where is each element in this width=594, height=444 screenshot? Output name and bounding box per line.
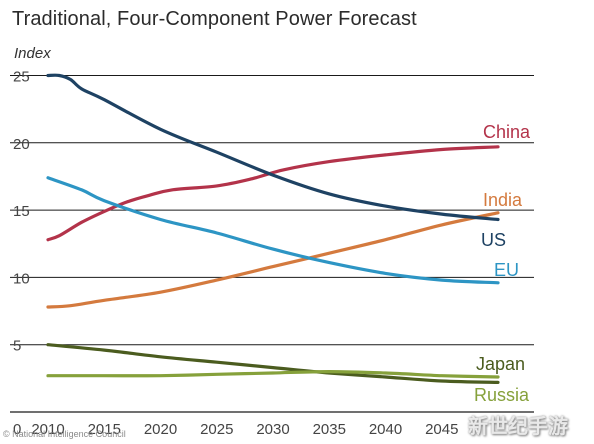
series-line-india (46, 211, 500, 309)
y-tick-label-15: 15 (13, 203, 30, 220)
x-tick-label-2020: 2020 (144, 421, 177, 438)
x-tick-label-2035: 2035 (313, 421, 346, 438)
series-line-us (46, 73, 500, 222)
series-label-us: US (481, 230, 506, 250)
series-label-japan: Japan (476, 354, 525, 374)
chart-title: Traditional, Four-Component Power Foreca… (12, 8, 417, 30)
x-tick-label-2045: 2045 (425, 421, 458, 438)
series-label-china: China (483, 122, 531, 142)
watermark: 新世纪手游 (468, 416, 568, 438)
y-tick-label-20: 20 (13, 136, 30, 153)
gridlines (10, 75, 534, 413)
x-tick-label-2025: 2025 (200, 421, 233, 438)
y-tick-label-25: 25 (13, 69, 30, 86)
series-lines (46, 73, 500, 384)
y-tick-label-10: 10 (13, 270, 30, 287)
x-tick-label-2030: 2030 (256, 421, 289, 438)
y-tick-label-5: 5 (13, 338, 21, 355)
x-tick-label-2010: 2010 (31, 421, 64, 438)
series-label-eu: EU (494, 260, 519, 280)
y-axis-label: Index (14, 45, 51, 62)
y-tick-label-0: 0 (13, 421, 21, 438)
x-tick-label-2040: 2040 (369, 421, 402, 438)
series-line-russia (46, 370, 500, 379)
series-line-japan (46, 343, 500, 384)
source-credit: © National Intelligence Council (3, 429, 126, 439)
series-labels: China India US EU Japan Russia (474, 122, 531, 405)
x-tick-labels: 2010 2015 2020 2025 2030 2035 2040 2045 (31, 421, 458, 438)
series-line-china (46, 145, 500, 242)
series-line-eu (46, 176, 500, 285)
x-tick-label-2015: 2015 (88, 421, 121, 438)
series-label-india: India (483, 190, 523, 210)
y-tick-labels: 5 10 15 20 25 0 (13, 69, 30, 439)
series-label-russia: Russia (474, 385, 530, 405)
